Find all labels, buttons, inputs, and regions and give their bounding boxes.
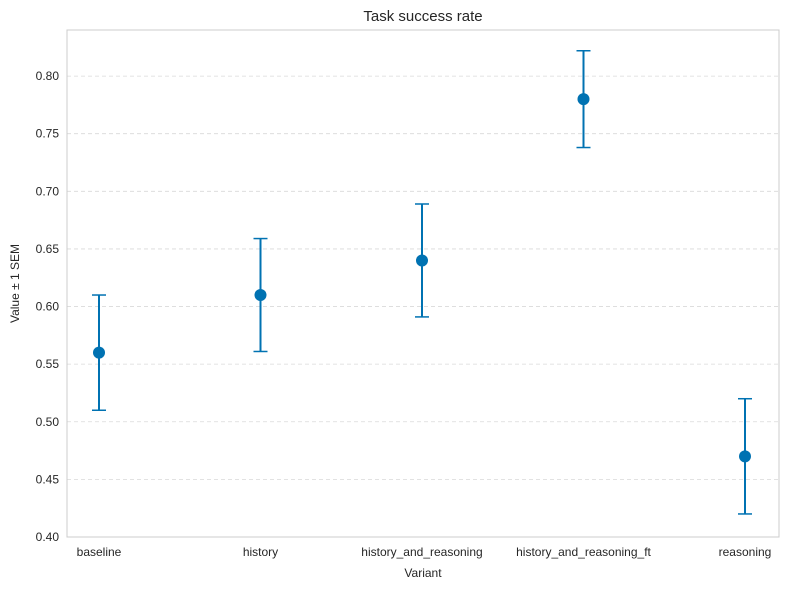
x-tick-labels: baseline history history_and_reasoning hist… [77, 545, 772, 559]
plot-frame [66, 29, 780, 538]
x-tick-label: history_and_reasoning [361, 545, 482, 559]
x-tick-label: history_and_reasoning_ft [516, 545, 651, 559]
data-point [416, 254, 428, 267]
x-axis-title: Variant [404, 566, 442, 580]
data-point [254, 289, 267, 302]
x-tick-label: baseline [77, 545, 122, 559]
data-point [577, 93, 590, 106]
y-axis-title: Value ± 1 SEM [8, 244, 22, 323]
data-point [93, 346, 105, 359]
x-tick-label: reasoning [719, 545, 772, 559]
y-tick-label: 0.70 [36, 184, 60, 198]
x-tick-label: history [243, 545, 278, 559]
y-tick-labels: 0.40 0.45 0.50 0.55 0.60 0.65 0.70 0.75 0.80 [36, 69, 60, 544]
y-tick-label: 0.55 [36, 357, 60, 371]
y-tick-label: 0.45 [36, 472, 60, 486]
y-tick-label: 0.65 [36, 242, 60, 256]
y-tick-label: 0.80 [36, 69, 60, 83]
data-marks [92, 49, 752, 515]
data-point [739, 450, 751, 463]
chart-title: Task success rate [363, 8, 482, 25]
y-tick-label: 0.40 [36, 530, 60, 544]
y-tick-label: 0.75 [36, 127, 60, 141]
y-tick-label: 0.50 [36, 415, 60, 429]
y-tick-label: 0.60 [36, 300, 60, 314]
